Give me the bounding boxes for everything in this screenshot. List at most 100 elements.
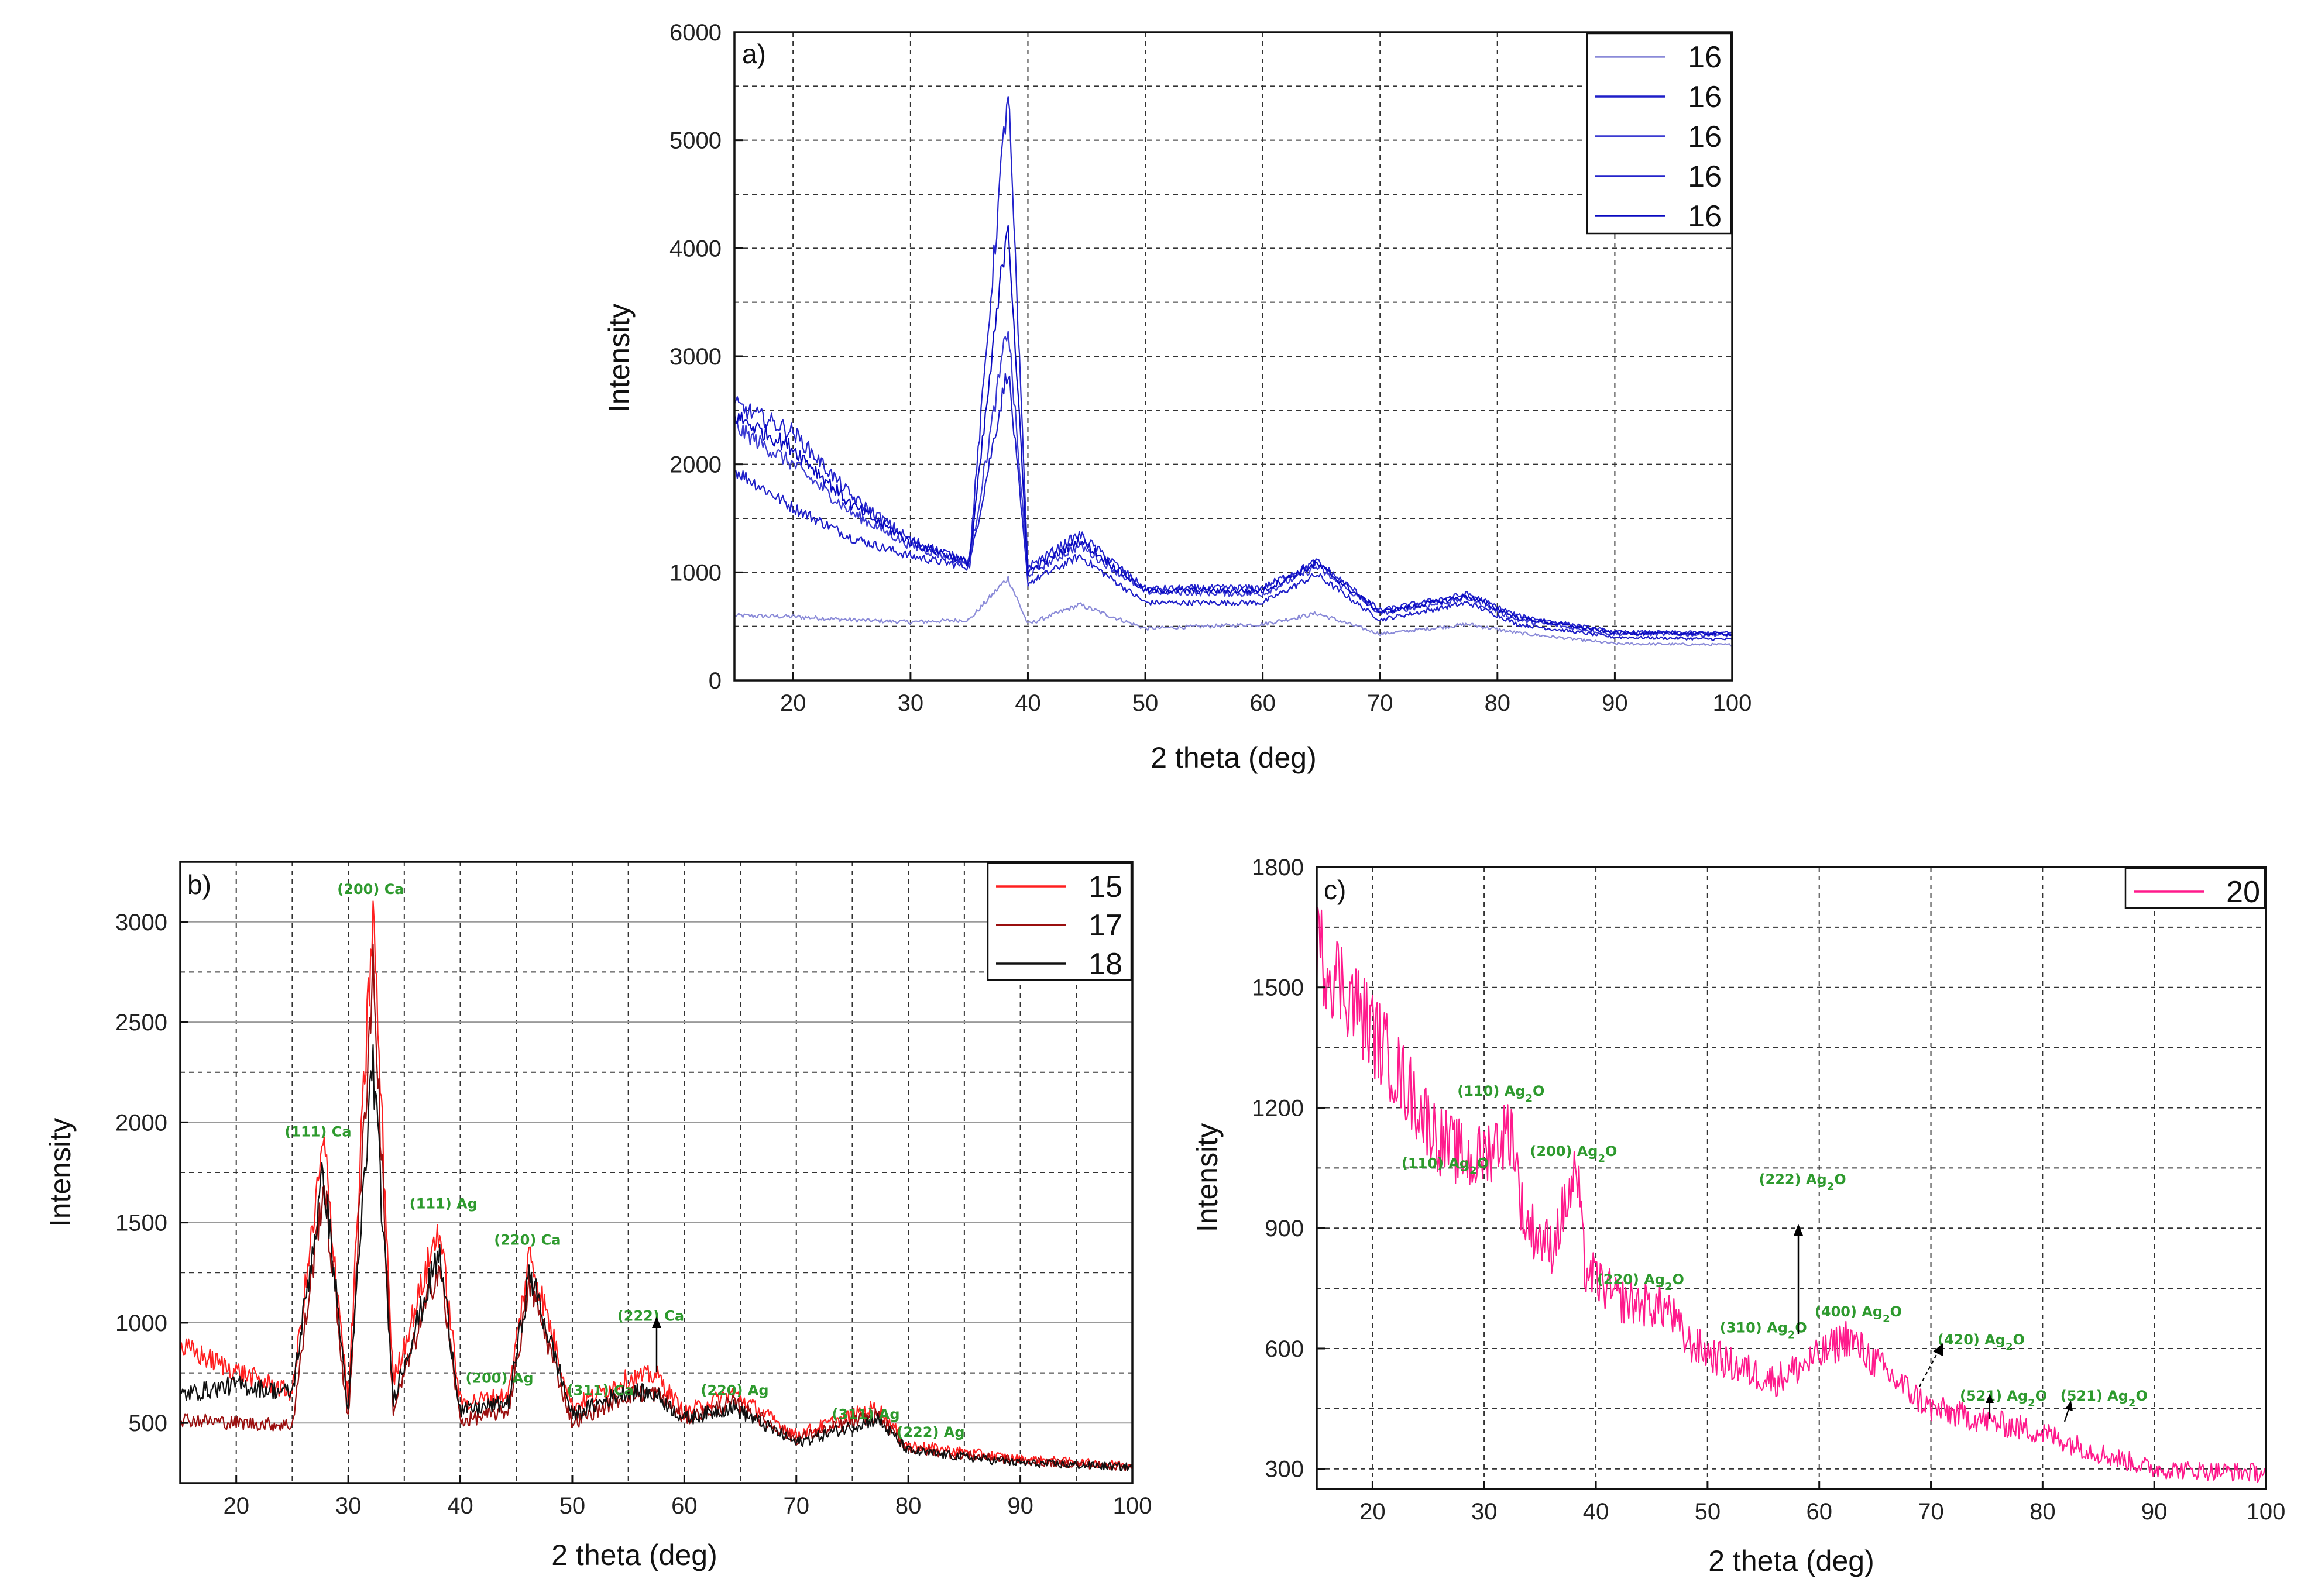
panel-c-legend: 20	[2124, 867, 2266, 909]
panel-c-annotations: (110) Ag2O (110) Ag2O (200) Ag2O (220) Ag2O…	[1402, 1083, 2148, 1409]
panel-b-frame	[179, 861, 1134, 1484]
x-tick-label: 60	[1806, 1499, 1832, 1525]
x-tick-label: 80	[2029, 1499, 2056, 1525]
legend-label: 18	[1088, 947, 1122, 981]
y-tick-label: 6000	[669, 20, 722, 46]
y-tick-label: 1500	[1252, 975, 1304, 1001]
x-tick-label: 60	[1249, 690, 1276, 716]
x-tick-label: 70	[1918, 1499, 1944, 1525]
panel-a-label: a)	[742, 39, 766, 69]
x-tick-label: 20	[780, 690, 806, 716]
peak-annotation: (111) Ag	[410, 1196, 478, 1212]
legend-label: 16	[1688, 40, 1722, 74]
panel-b: 20 30 40 50 60 70 80 90 100 500 1000 1500 2000 2500 30…	[44, 861, 1152, 1571]
x-tick-label: 30	[335, 1493, 362, 1519]
panel-b-label: b)	[187, 869, 211, 900]
legend-label: 20	[2226, 875, 2260, 909]
panel-c-label: c)	[1324, 875, 1346, 905]
legend-label: 16	[1688, 120, 1722, 154]
peak-annotation: (311) Ag	[832, 1406, 899, 1422]
x-tick-label: 80	[1485, 690, 1511, 716]
y-tick-label: 1000	[669, 560, 722, 586]
x-tick-label: 100	[1113, 1493, 1152, 1519]
y-tick-label: 5000	[669, 128, 722, 154]
panel-a: 20 30 40 50 60 70 80 90 100010002000300040005000…	[603, 20, 1752, 774]
x-tick-label: 100	[1713, 690, 1752, 716]
panel-a-y-axis-label: Intensity	[603, 304, 636, 412]
panel-b-legend: 15 17 18	[987, 862, 1132, 981]
series-line-16	[734, 373, 1733, 641]
x-tick-label: 40	[447, 1493, 473, 1519]
y-tick-label: 300	[1265, 1457, 1304, 1483]
series-line-17	[180, 943, 1133, 1471]
series-line-16	[733, 225, 1733, 637]
x-tick-label: 50	[1695, 1499, 1721, 1525]
y-tick-label: 1800	[1252, 855, 1304, 880]
legend-label: 16	[1688, 160, 1722, 194]
peak-annotation: (521) Ag2O	[2061, 1388, 2148, 1409]
panel-c-y-axis-label: Intensity	[1191, 1123, 1224, 1232]
peak-annotation: (111) Ca	[284, 1123, 351, 1140]
x-tick-label: 90	[1602, 690, 1628, 716]
y-tick-label: 0	[709, 668, 722, 694]
x-tick-label: 100	[2247, 1499, 2286, 1525]
y-tick-label: 1000	[115, 1310, 167, 1336]
peak-annotation: (222) Ag2O	[1759, 1171, 1846, 1193]
panel-b-x-axis-label: 2 theta (deg)	[551, 1539, 717, 1571]
x-tick-label: 20	[223, 1493, 249, 1519]
peak-annotation: (420) Ag2O	[1938, 1332, 2025, 1353]
y-tick-label: 3000	[669, 344, 722, 370]
panel-b-y-axis-label: Intensity	[44, 1118, 77, 1227]
panel-c: 20 30 40 50 60 70 80 90 100 300 600 900 1200 1500 1800…	[1191, 855, 2285, 1577]
panel-c-series	[1316, 907, 2267, 1483]
series-line-16	[734, 575, 1733, 647]
panel-c-arrows	[1794, 1224, 2073, 1422]
y-tick-label: 600	[1265, 1336, 1304, 1362]
peak-annotation: (110) Ag2O	[1402, 1155, 1489, 1177]
panel-c-ticks: 20 30 40 50 60 70 80 90 100 300 600 900 1200 1500 1800	[1252, 855, 2285, 1525]
x-tick-label: 30	[898, 690, 924, 716]
y-tick-label: 1500	[115, 1210, 167, 1236]
x-tick-label: 50	[1132, 690, 1159, 716]
panel-a-legend: 16 16 16 16 16	[1586, 32, 1732, 235]
x-tick-label: 30	[1471, 1499, 1498, 1525]
x-tick-label: 20	[1359, 1499, 1386, 1525]
legend-label: 15	[1088, 870, 1122, 904]
panel-a-x-axis-label: 2 theta (deg)	[1151, 741, 1317, 774]
x-tick-label: 70	[784, 1493, 810, 1519]
panel-b-ticks: 20 30 40 50 60 70 80 90 100 500 1000 1500 2000 2500 30…	[115, 910, 1152, 1519]
y-tick-label: 1200	[1252, 1095, 1304, 1121]
peak-annotation: (222) Ag	[897, 1424, 964, 1440]
series-line-16	[734, 330, 1733, 638]
y-tick-label: 500	[128, 1411, 167, 1436]
peak-annotation: (220) Ca	[494, 1232, 561, 1248]
series-line-15	[179, 900, 1133, 1470]
peak-annotation: (521) Ag2O	[1960, 1388, 2047, 1409]
y-tick-label: 2000	[669, 452, 722, 478]
peak-annotation: (400) Ag2O	[1815, 1303, 1902, 1325]
panel-b-arrow-222-ca	[652, 1316, 661, 1372]
peak-annotation: (222) Ca	[617, 1308, 684, 1325]
y-tick-label: 2500	[115, 1010, 167, 1036]
y-tick-label: 900	[1265, 1216, 1304, 1241]
x-tick-label: 90	[2141, 1499, 2168, 1525]
x-tick-label: 50	[559, 1493, 586, 1519]
panel-a-ticks: 20 30 40 50 60 70 80 90 100010002000300040005000…	[669, 20, 1752, 716]
panel-a-series	[733, 95, 1733, 647]
x-tick-label: 40	[1015, 690, 1041, 716]
panel-b-annotations: (111) Ca (200) Ca (111) Ag (220) Ca (200) Ag…	[284, 881, 964, 1440]
peak-annotation: (310) Ag2O	[1720, 1320, 1807, 1342]
legend-label: 16	[1688, 80, 1722, 114]
y-tick-label: 3000	[115, 910, 167, 935]
y-tick-label: 4000	[669, 236, 722, 262]
peak-annotation: (220) Ag	[700, 1382, 768, 1398]
panel-c-gridlines	[1317, 867, 2266, 1489]
panel-a-plot-area	[734, 32, 1732, 680]
legend-label: 16	[1688, 200, 1722, 233]
series-line-20	[1316, 907, 2267, 1483]
panel-c-frame	[1316, 866, 2267, 1490]
series-line-18	[179, 1044, 1133, 1471]
y-tick-label: 2000	[115, 1110, 167, 1136]
x-tick-label: 90	[1007, 1493, 1033, 1519]
